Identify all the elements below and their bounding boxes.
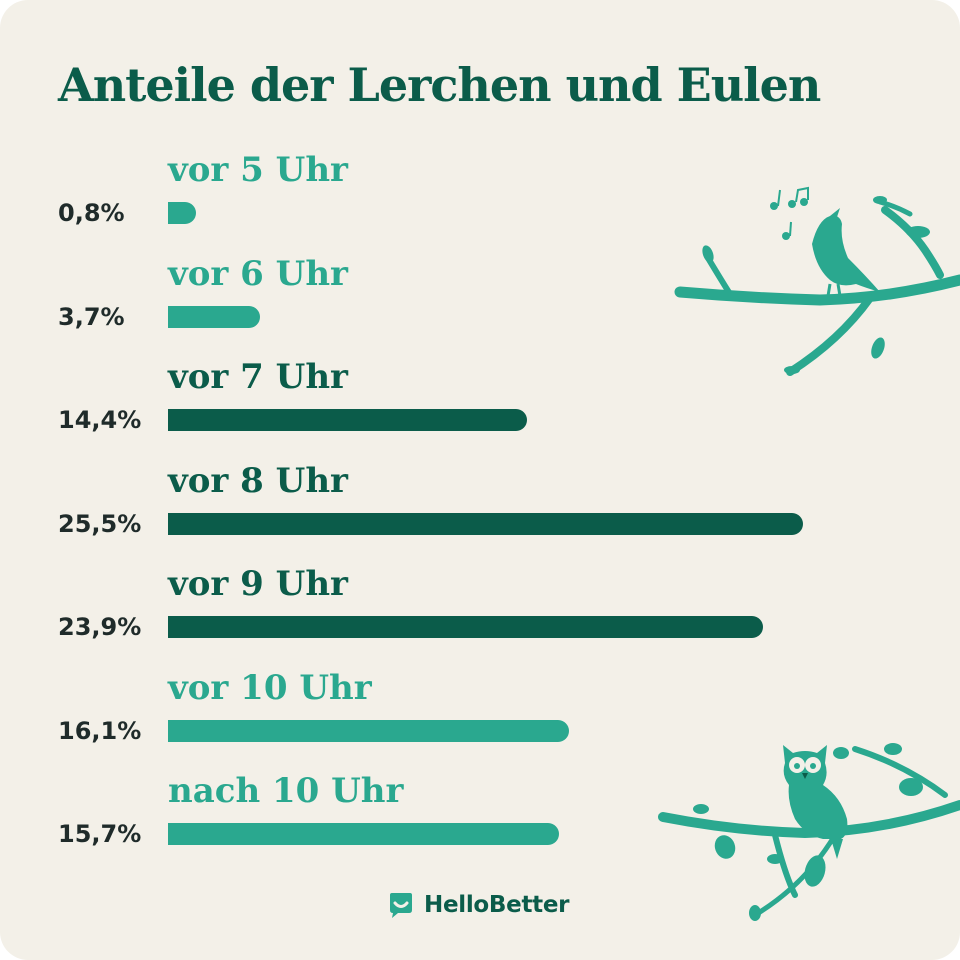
value-label: 16,1% [58, 716, 142, 745]
brand-name: HelloBetter [424, 892, 570, 918]
bar-row: vor 5 Uhr 0,8% [0, 150, 960, 240]
category-label: vor 5 Uhr [168, 150, 348, 190]
category-label: nach 10 Uhr [168, 771, 404, 811]
bar [168, 202, 196, 224]
category-label: vor 7 Uhr [168, 357, 348, 397]
owl-on-branch-illustration [658, 743, 960, 921]
value-label: 3,7% [58, 302, 125, 331]
category-label: vor 10 Uhr [168, 667, 372, 708]
bar [168, 512, 803, 535]
value-label: 14,4% [58, 406, 142, 434]
bar-row: vor 9 Uhr 23,9% [0, 564, 960, 654]
value-label: 23,9% [58, 613, 142, 641]
category-label: vor 6 Uhr [168, 253, 348, 294]
value-label: 0,8% [58, 199, 125, 227]
bar-row: vor 6 Uhr 3,7% [0, 254, 960, 344]
bar [168, 823, 559, 845]
value-label: 25,5% [58, 509, 142, 538]
value-label: 15,7% [58, 820, 142, 848]
bar [168, 409, 527, 431]
chart-title: Anteile der Lerchen und Eulen [58, 58, 821, 112]
bar-row: vor 8 Uhr 25,5% [0, 461, 960, 551]
bar [168, 616, 764, 638]
bar [168, 305, 261, 328]
bird-on-branch-illustration [674, 186, 960, 376]
hellobetter-logo-icon [390, 893, 412, 918]
brand-logo: HelloBetter [386, 890, 569, 920]
category-label: vor 8 Uhr [168, 460, 348, 501]
category-label: vor 9 Uhr [168, 564, 348, 604]
bar-row: nach 10 Uhr 15,7% [0, 771, 960, 861]
bar-row: vor 7 Uhr 14,4% [0, 357, 960, 447]
bar-row: vor 10 Uhr 16,1% [0, 668, 960, 758]
bar [168, 719, 569, 742]
